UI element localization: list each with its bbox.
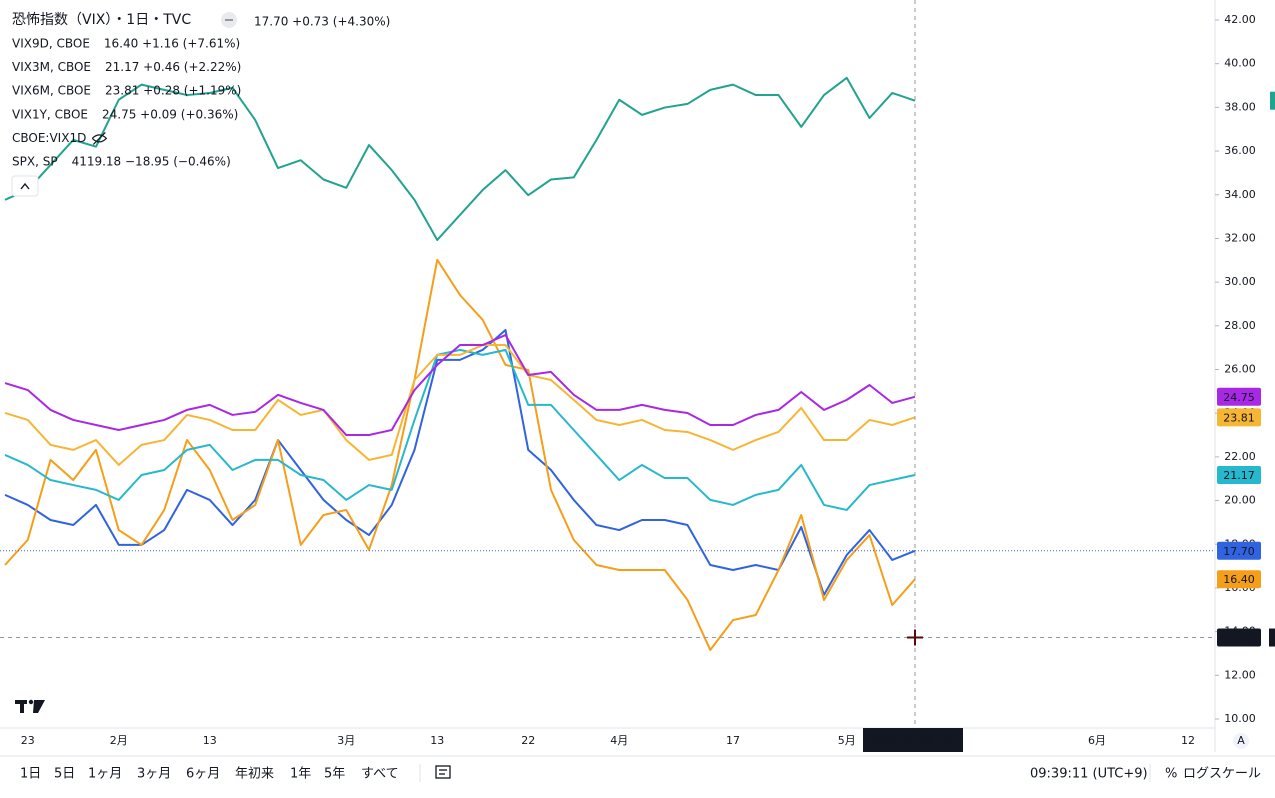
range-button[interactable]: すべて — [361, 767, 399, 782]
percent-button[interactable]: % — [1165, 767, 1177, 782]
y-tick-label: 10.00 — [1224, 712, 1256, 725]
y-tick-label: 38.00 — [1224, 100, 1256, 113]
y-tick-label: 34.00 — [1224, 188, 1256, 201]
range-button[interactable]: 年初来 — [235, 767, 274, 782]
range-button[interactable]: 1日 — [20, 767, 41, 782]
y-tick-label: 32.00 — [1224, 231, 1256, 244]
y-tick-label: 26.00 — [1224, 363, 1256, 376]
crosshair-tag — [1217, 628, 1261, 647]
price-tag — [1217, 541, 1261, 560]
legend-values: 4119.18 −18.95 (−0.46%) — [72, 155, 231, 169]
logo — [15, 699, 45, 713]
price-tag-label: 24.75 — [1223, 391, 1255, 404]
series-line — [4, 328, 916, 596]
x-tick-label: 4月 — [610, 734, 628, 747]
eye-off-icon — [91, 131, 108, 145]
range-button[interactable]: 1ヶ月 — [88, 767, 122, 782]
legend-name: SPX, SP — [12, 155, 58, 169]
range-button[interactable]: 6ヶ月 — [186, 767, 220, 782]
legend-values: 24.75 +0.09 (+0.36%) — [102, 107, 238, 121]
x-tick-label: 13 — [203, 734, 217, 747]
compare-icon[interactable] — [435, 765, 451, 779]
x-tick-label: 23 — [21, 734, 35, 747]
price-tag-label: 16.40 — [1223, 573, 1255, 586]
y-tick-label: 20.00 — [1224, 494, 1256, 507]
y-tick-label: 12.00 — [1224, 668, 1256, 681]
x-tick-label: 22 — [521, 734, 535, 747]
clock: 09:39:11 (UTC+9) — [1030, 767, 1148, 782]
price-tag — [1217, 570, 1261, 589]
x-tick-label: 3月 — [337, 734, 355, 747]
x-tick-label: 13 — [430, 734, 444, 747]
overlay — [0, 0, 1215, 728]
log-button[interactable]: ログスケール — [1183, 767, 1261, 782]
auto-button[interactable] — [1233, 733, 1249, 749]
legend-values: 23.81 +0.28 (+1.19%) — [105, 84, 241, 98]
x-tick-label: 12 — [1181, 734, 1195, 747]
collapse-icon — [20, 182, 30, 190]
auto-label: A — [1237, 734, 1245, 747]
price-tag-label: 21.17 — [1223, 469, 1255, 482]
crosshair-date-box — [863, 728, 963, 752]
series-line — [4, 344, 916, 466]
legend-name: VIX1Y, CBOE — [12, 107, 88, 121]
y-tick-label: 30.00 — [1224, 275, 1256, 288]
header-values: 17.70 +0.73 (+4.30%) — [254, 15, 390, 29]
price-tag-label: 17.70 — [1223, 545, 1255, 558]
y-tick-label: 22.00 — [1224, 450, 1256, 463]
price-tag — [1270, 91, 1275, 110]
y-tick-label: 28.00 — [1224, 319, 1256, 332]
collapse-button[interactable] — [11, 175, 39, 197]
legend-values: 16.40 +1.16 (+7.61%) — [104, 37, 240, 51]
crosshair-tag-label: 13.73 — [1223, 632, 1255, 645]
legend-name: VIX9D, CBOE — [12, 37, 90, 51]
x-tick-label: 5月 — [838, 734, 856, 747]
price-tag — [1217, 387, 1261, 406]
crosshair-tag-edge — [1269, 628, 1275, 647]
legend-values: 21.17 +0.46 (+2.22%) — [105, 60, 241, 74]
x-tick-label: 6月 — [1088, 734, 1106, 747]
y-tick-label: 42.00 — [1224, 13, 1256, 26]
legend-name: VIX3M, CBOE — [12, 60, 91, 74]
range-button[interactable]: 5日 — [54, 767, 75, 782]
price-tag — [1217, 408, 1261, 427]
plot — [4, 76, 916, 651]
series-line — [4, 348, 916, 511]
chart-title: 恐怖指数（VIX）・1日・TVC — [12, 11, 191, 28]
crosshair-cursor — [907, 629, 923, 646]
series-line — [4, 333, 916, 437]
legend-name: VIX6M, CBOE — [12, 84, 91, 98]
y-tick-label: 36.00 — [1224, 144, 1256, 157]
series-line — [4, 258, 916, 651]
series-line — [4, 76, 916, 241]
price-tag-label: 23.81 — [1223, 411, 1255, 424]
range-button[interactable]: 1年 — [290, 767, 311, 782]
y-tick-label: 40.00 — [1224, 57, 1256, 70]
x-tick-label: 17 — [726, 734, 740, 747]
range-button[interactable]: 5年 — [324, 767, 345, 782]
x-tick-label: 2月 — [110, 734, 128, 747]
price-tag — [1217, 466, 1261, 485]
legend-hidden: CBOE:VIX1D — [12, 131, 86, 145]
range-button[interactable]: 3ヶ月 — [137, 767, 171, 782]
crosshair-date: 2023-05-09 (火) — [869, 734, 956, 747]
